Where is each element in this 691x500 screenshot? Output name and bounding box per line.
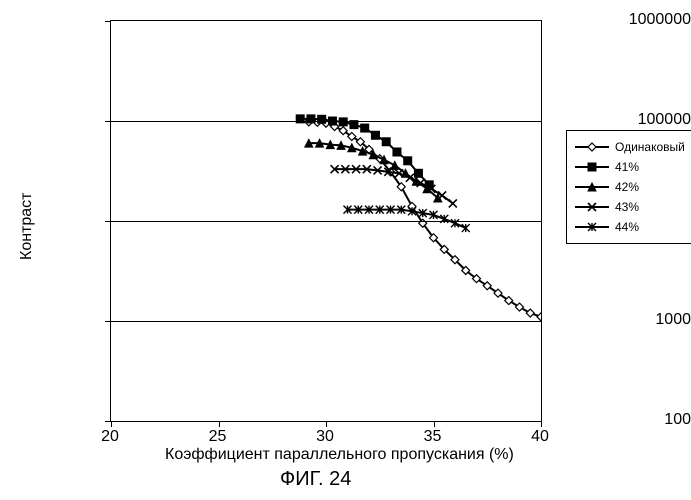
legend-swatch (575, 220, 609, 234)
x-tick-mark (111, 421, 112, 427)
legend-label: Одинаковый (615, 140, 685, 154)
x-tick-label: 30 (316, 428, 334, 446)
legend-item: 41% (575, 157, 685, 177)
y-tick-mark (105, 21, 111, 22)
legend-swatch (575, 160, 609, 174)
x-axis-title: Коэффициент параллельного пропускания (%… (165, 446, 514, 464)
legend-swatch (575, 140, 609, 154)
y-tick-label: 100000 (589, 111, 691, 129)
gridline (111, 221, 541, 222)
x-tick-mark (326, 421, 327, 427)
x-tick-mark (219, 421, 220, 427)
y-tick-label: 1000000 (589, 11, 691, 29)
plot-area (110, 20, 542, 422)
y-tick-mark (105, 321, 111, 322)
legend: Одинаковый 41% 42% 43% 44% (566, 130, 691, 244)
y-axis-title: Контраст (18, 192, 36, 260)
x-tick-mark (434, 421, 435, 427)
legend-swatch (575, 200, 609, 214)
legend-label: 41% (615, 160, 639, 174)
legend-item: Одинаковый (575, 137, 685, 157)
legend-item: 43% (575, 197, 685, 217)
legend-label: 44% (615, 220, 639, 234)
x-tick-label: 20 (101, 428, 119, 446)
legend-item: 44% (575, 217, 685, 237)
x-tick-label: 25 (209, 428, 227, 446)
figure-label: ФИГ. 24 (280, 468, 351, 491)
x-tick-label: 35 (424, 428, 442, 446)
legend-swatch (575, 180, 609, 194)
chart-container: Контраст 1001000100001000001000000 20253… (0, 0, 691, 500)
legend-item: 42% (575, 177, 685, 197)
x-tick-label: 40 (531, 428, 549, 446)
legend-label: 42% (615, 180, 639, 194)
y-tick-label: 100 (589, 411, 691, 429)
gridline (111, 121, 541, 122)
x-tick-mark (541, 421, 542, 427)
y-tick-mark (105, 221, 111, 222)
gridline (111, 321, 541, 322)
y-tick-mark (105, 121, 111, 122)
y-tick-label: 1000 (589, 311, 691, 329)
legend-label: 43% (615, 200, 639, 214)
